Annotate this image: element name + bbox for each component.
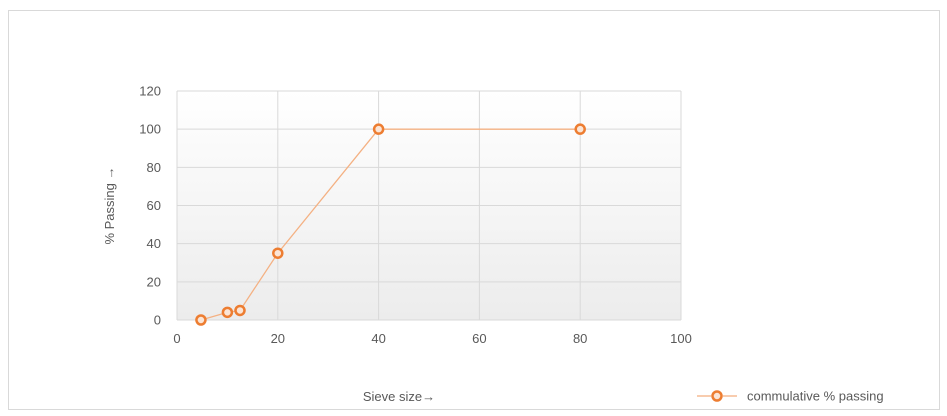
grid-lines <box>176 90 682 321</box>
y-tick-label: 0 <box>154 313 161 328</box>
legend: commulative % passing <box>697 389 884 404</box>
x-tick-label: 80 <box>573 331 587 346</box>
legend-marker <box>711 390 723 402</box>
x-tick-label: 0 <box>173 331 180 346</box>
y-tick-label: 80 <box>147 160 161 175</box>
y-tick-label: 60 <box>147 198 161 213</box>
data-point <box>234 304 246 317</box>
y-tick-label: 120 <box>139 84 161 99</box>
legend-label: commulative % passing <box>747 389 884 404</box>
y-axis-tick-labels: 0 20 40 60 80 100 120 <box>139 84 161 328</box>
data-point <box>272 247 284 259</box>
x-tick-label: 60 <box>472 331 486 346</box>
y-axis-title: % Passing → <box>102 166 117 244</box>
data-point <box>195 314 207 326</box>
chart-svg: 0 20 40 60 80 100 120 0 20 40 60 80 100 % Passing →… <box>102 84 884 405</box>
data-point <box>221 306 234 319</box>
chart-area: 0 20 40 60 80 100 120 0 20 40 60 80 100 % Passing →… <box>8 10 940 410</box>
x-tick-label: 20 <box>271 331 285 346</box>
y-tick-label: 40 <box>147 236 161 251</box>
x-axis-title: Sieve size→ <box>363 389 435 404</box>
data-point <box>574 123 586 135</box>
series-layer <box>195 123 586 326</box>
x-tick-label: 100 <box>670 331 692 346</box>
x-tick-label: 40 <box>371 331 385 346</box>
y-tick-label: 100 <box>139 122 161 137</box>
y-tick-label: 20 <box>147 274 161 289</box>
x-axis-tick-labels: 0 20 40 60 80 100 <box>173 331 691 346</box>
data-point <box>372 123 385 135</box>
